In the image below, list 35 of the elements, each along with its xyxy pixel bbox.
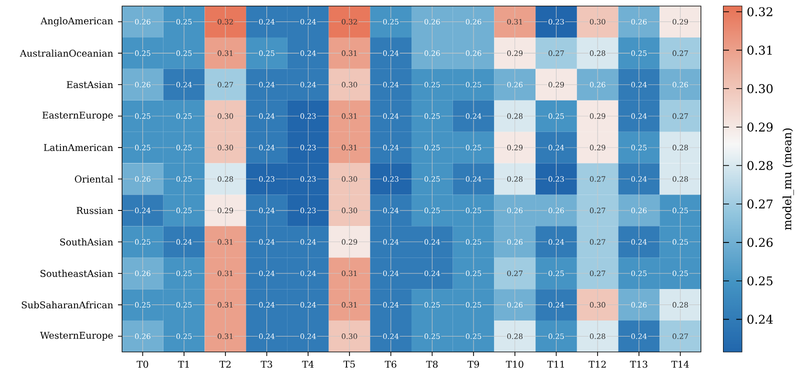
y-tick-label: WesternEurope: [40, 332, 113, 341]
x-tick-label: T1: [178, 360, 189, 368]
color-bar-label: 0.30: [747, 84, 773, 94]
x-tick-label: T13: [630, 360, 648, 368]
color-bar-label: 0.27: [747, 199, 773, 209]
x-tick-label: T2: [219, 360, 231, 368]
x-tick-label: T5: [343, 360, 355, 368]
y-tick-label: EasternEurope: [42, 112, 113, 120]
color-bar-title: model_mu (mean): [782, 128, 794, 230]
y-tick-label: SouthAsian: [60, 238, 114, 246]
y-tick-label: Oriental: [74, 175, 114, 183]
y-tick-label: LatinAmerican: [44, 144, 114, 152]
x-tick-label: T10: [506, 360, 524, 368]
color-bar-label: 0.31: [747, 46, 772, 55]
y-tick-label: Russian: [76, 206, 114, 214]
x-tick-label: T6: [384, 360, 396, 368]
x-tick-label: T0: [136, 360, 148, 368]
color-bar-label: 0.29: [747, 122, 773, 132]
x-tick-label: T11: [547, 360, 564, 368]
y-tick-label: SubSaharanAfrican: [22, 301, 114, 308]
y-tick-label: EastAsian: [66, 81, 114, 88]
x-tick-label: T4: [302, 360, 314, 368]
color-bar-label: 0.28: [747, 160, 773, 170]
y-tick-label: SoutheastAsian: [40, 270, 114, 277]
x-tick-label: T8: [426, 360, 438, 368]
x-tick-label: T9: [468, 360, 479, 368]
color-bar-label: 0.32: [747, 7, 772, 16]
color-bar-label: 0.26: [747, 238, 773, 247]
x-tick-label: T12: [588, 360, 606, 368]
color-bar-label: 0.25: [747, 276, 772, 286]
y-tick-label: AngloAmerican: [40, 17, 114, 26]
x-tick-label: T14: [671, 360, 689, 368]
x-tick-label: T3: [260, 360, 272, 368]
y-tick-label: AustralianOceanian: [20, 50, 114, 57]
color-bar-label: 0.24: [747, 314, 773, 324]
